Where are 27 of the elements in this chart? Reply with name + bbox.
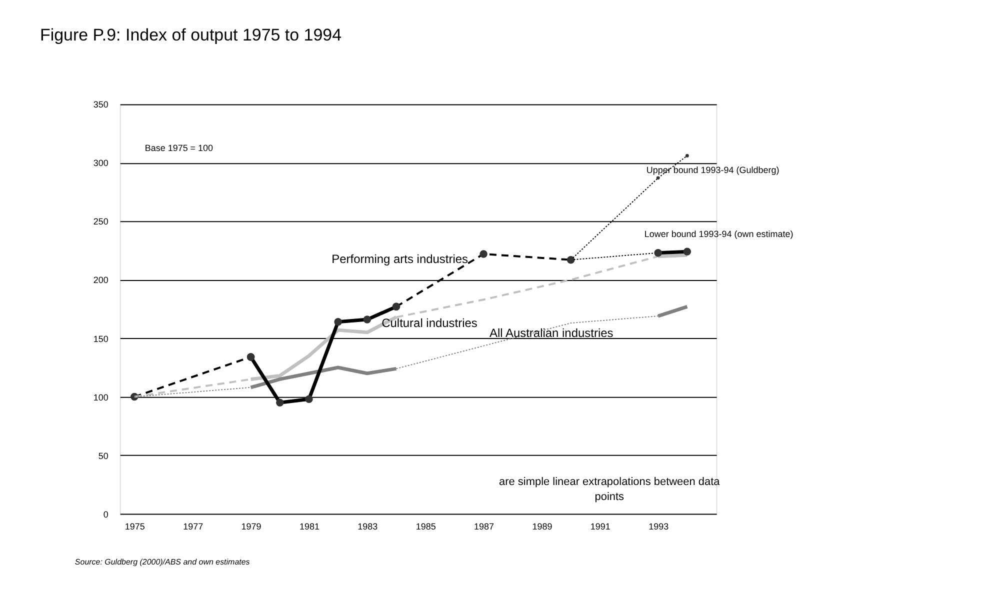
annotation: Performing arts industries [332, 252, 468, 266]
annotation: Cultural industries [382, 316, 478, 330]
annotation: Lower bound 1993-94 (own estimate) [644, 229, 794, 240]
x-tick-label: 1987 [474, 521, 494, 532]
x-tick-label: 1993 [648, 521, 669, 532]
annotation: All Australian industries [490, 326, 614, 340]
y-tick-label: 150 [93, 334, 108, 344]
x-tick-label: 1983 [358, 521, 378, 532]
y-tick-label: 300 [93, 158, 108, 168]
annotation: Base 1975 = 100 [144, 143, 214, 154]
annotation: are simple linear extrapolations between data points [499, 476, 721, 503]
y-tick-label: 350 [93, 100, 108, 110]
y-tick-label: 50 [98, 450, 108, 461]
x-tick-label: 1979 [241, 521, 262, 532]
x-tick-label: 1985 [416, 521, 436, 532]
y-tick-label: 250 [93, 216, 108, 227]
y-tick-label: 0 [103, 509, 108, 520]
x-tick-label: 1977 [183, 521, 204, 532]
annotation: Upper bound 1993-94 (Guldberg) [646, 165, 780, 176]
x-tick-label: 1991 [590, 521, 610, 532]
source-note: Source: Guldberg (2000)/ABS and own estimates [74, 558, 250, 567]
y-tick-label: 100 [93, 392, 108, 402]
x-tick-label: 1989 [532, 521, 552, 532]
x-tick-label: 1981 [299, 521, 320, 532]
y-tick-label: 200 [93, 275, 108, 286]
x-tick-label: 1975 [124, 521, 145, 532]
chart-title: Figure P.9: Index of output 1975 to 1994 [40, 25, 342, 44]
